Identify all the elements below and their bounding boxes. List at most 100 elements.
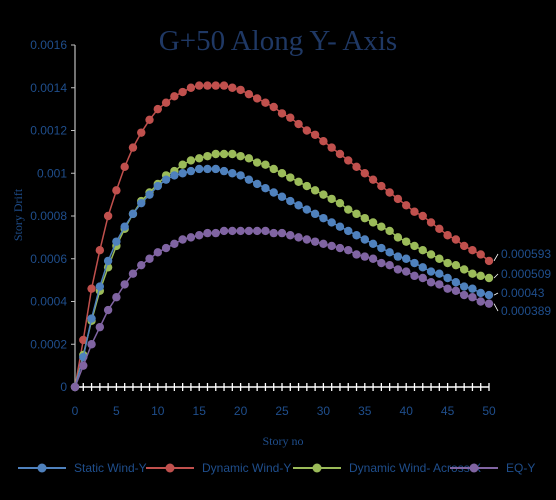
data-point — [170, 239, 179, 248]
legend-marker — [165, 463, 175, 473]
data-point — [178, 87, 187, 97]
data-point — [393, 265, 403, 274]
data-point — [402, 267, 411, 276]
data-point — [352, 209, 361, 219]
data-point — [244, 89, 254, 99]
data-point — [310, 209, 320, 219]
x-axis-title: Story no — [262, 434, 303, 448]
axes: 0 0.0002 0.0004 0.0006 0.0008 0.001 0.0012 0.00… — [30, 38, 496, 418]
data-point — [377, 181, 386, 191]
x-tick-label: 45 — [441, 404, 455, 418]
data-point — [393, 233, 403, 242]
data-point — [468, 269, 477, 278]
data-point — [120, 280, 129, 289]
data-point — [468, 293, 477, 302]
data-point — [294, 201, 303, 210]
x-tick-label: 20 — [234, 404, 248, 418]
data-point — [186, 166, 196, 176]
y-tick-label: 0.0008 — [30, 209, 67, 223]
y-tick-label: 0.0004 — [30, 295, 67, 309]
data-point — [344, 246, 353, 255]
y-axis-title: Story Drift — [11, 188, 25, 241]
data-point — [203, 81, 212, 90]
data-point — [178, 235, 187, 244]
data-point — [137, 198, 146, 208]
data-point — [443, 273, 452, 283]
data-point — [335, 149, 345, 159]
data-point — [128, 143, 138, 152]
end-label-leader — [493, 253, 499, 262]
data-point — [153, 181, 162, 191]
data-point — [327, 143, 336, 152]
data-point — [484, 290, 494, 300]
data-point — [87, 284, 96, 293]
data-point — [385, 188, 394, 197]
data-point — [145, 115, 154, 125]
data-point — [459, 265, 469, 274]
data-point — [252, 158, 262, 167]
legend-marker — [469, 463, 479, 473]
data-point — [269, 102, 278, 112]
data-point — [468, 246, 477, 255]
data-point — [228, 149, 237, 159]
data-point — [410, 271, 419, 281]
data-point — [269, 228, 278, 238]
data-point — [228, 83, 237, 92]
data-point — [476, 297, 485, 306]
data-point — [459, 241, 469, 251]
data-point — [468, 284, 477, 293]
data-point — [484, 273, 494, 283]
data-point — [269, 188, 278, 197]
legend-label: Dynamic Wind-Y — [202, 461, 291, 475]
chart-title: G+50 Along Y- Axis — [159, 25, 397, 57]
x-tick-label: 25 — [275, 404, 289, 418]
data-point — [112, 186, 121, 195]
plot-area — [70, 81, 494, 392]
data-point — [286, 231, 295, 240]
data-point — [228, 226, 237, 236]
data-point — [335, 243, 345, 253]
data-point — [261, 160, 270, 169]
data-point — [435, 280, 444, 289]
legend-label: Static Wind-Y — [74, 461, 147, 475]
legend-marker — [312, 463, 322, 473]
y-tick-label: 0.0002 — [30, 337, 67, 351]
data-point — [484, 299, 494, 308]
data-point — [310, 186, 320, 195]
data-point — [377, 258, 386, 268]
data-point — [261, 226, 270, 236]
legend: Static Wind-Y Dynamic Wind-Y Dynamic Wind-… — [18, 461, 535, 475]
data-point — [327, 241, 336, 251]
end-label: 0.000389 — [501, 304, 551, 318]
data-point — [377, 222, 386, 231]
y-tick-label: 0.0012 — [30, 124, 67, 138]
data-point — [228, 169, 237, 178]
data-point — [319, 239, 328, 248]
x-tick-label: 5 — [113, 404, 120, 418]
end-label-leader — [493, 303, 499, 312]
data-point — [476, 250, 485, 259]
data-point — [137, 128, 146, 137]
end-label: 0.000509 — [501, 267, 551, 281]
data-point — [195, 154, 204, 163]
x-tick-label: 30 — [317, 404, 331, 418]
data-point — [261, 98, 270, 107]
data-point — [277, 192, 287, 201]
data-point — [302, 235, 312, 244]
data-point — [402, 237, 411, 246]
data-point — [120, 162, 129, 172]
data-point — [112, 237, 121, 246]
data-point — [112, 293, 121, 302]
data-point — [178, 169, 187, 178]
y-tick-label: 0.0014 — [30, 81, 67, 95]
data-point — [352, 250, 361, 259]
data-point — [170, 92, 179, 101]
data-point — [393, 194, 403, 204]
data-point — [360, 235, 369, 244]
data-point — [103, 305, 113, 315]
data-point — [418, 273, 427, 283]
data-point — [335, 222, 345, 231]
data-point — [360, 169, 369, 178]
data-point — [211, 81, 220, 90]
